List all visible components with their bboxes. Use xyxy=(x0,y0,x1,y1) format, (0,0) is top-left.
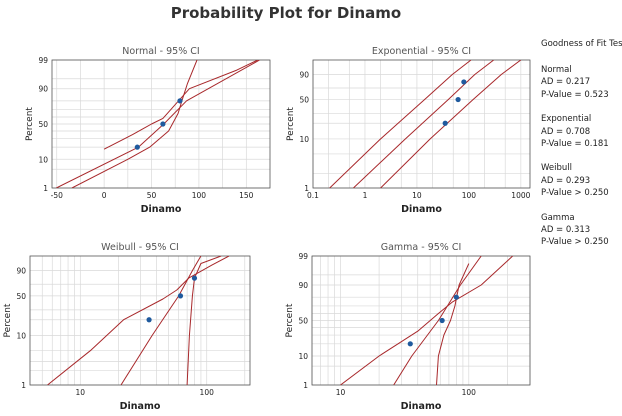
y-tick-label: 90 xyxy=(298,281,308,290)
gof-gamma: Gamma AD = 0.313 P-Value > 0.250 xyxy=(541,212,621,249)
plot-title: Exponential - 95% CI xyxy=(372,46,471,57)
gof-name: Weibull xyxy=(541,163,573,174)
plot-title: Normal - 95% CI xyxy=(122,46,199,57)
x-tick-label: 0 xyxy=(102,191,107,200)
plot-frame xyxy=(29,255,251,386)
y-tick-label: 10 xyxy=(16,332,26,341)
y-axis-label: Percent xyxy=(3,303,13,337)
y-tick-label: 10 xyxy=(38,155,48,164)
x-tick-label: 150 xyxy=(239,191,254,200)
ci-lower-bound-line xyxy=(103,60,258,150)
ci-lower-bound-line xyxy=(47,256,230,385)
ci-lower-bound-line xyxy=(340,256,514,385)
x-tick-label: 100 xyxy=(462,191,477,200)
y-tick-label: 90 xyxy=(299,70,309,79)
y-axis-label: Percent xyxy=(25,107,35,141)
x-tick-label: 10 xyxy=(76,388,86,397)
y-tick-label: 50 xyxy=(16,292,26,301)
probability-plot-4: 1 10 50 90 99 10 100 Gamma - 95% CI Dinamo Percen… xyxy=(285,242,531,412)
gof-name: Normal xyxy=(541,65,572,76)
gof-ad: AD = 0.313 xyxy=(541,224,591,235)
x-tick-label: -50 xyxy=(51,191,63,200)
gof-title: Goodness of Fit Test xyxy=(541,39,622,49)
gof-pvalue: P-Value = 0.523 xyxy=(541,89,609,100)
data-point xyxy=(177,98,183,104)
y-tick-label: 90 xyxy=(16,267,26,276)
gof-normal: Normal AD = 0.217 P-Value = 0.523 xyxy=(541,64,621,101)
fitted-distribution-line xyxy=(120,256,202,385)
x-tick-label: 1 xyxy=(363,191,368,200)
plot-frame xyxy=(312,59,531,189)
y-tick-label: 90 xyxy=(38,85,48,94)
plot-title: Gamma - 95% CI xyxy=(381,242,462,253)
gof-ad: AD = 0.293 xyxy=(541,175,591,186)
plot-title: Weibull - 95% CI xyxy=(101,242,179,253)
gof-name: Gamma xyxy=(541,212,575,223)
gof-pvalue: P-Value > 0.250 xyxy=(541,187,609,198)
gof-pvalue: P-Value = 0.181 xyxy=(541,138,609,149)
ci-upper-bound-line xyxy=(186,256,222,385)
x-tick-label: 100 xyxy=(462,388,477,397)
data-point xyxy=(461,79,467,85)
fitted-distribution-line xyxy=(353,60,495,188)
x-tick-label: 10 xyxy=(336,388,346,397)
x-axis-label: Dinamo xyxy=(120,401,161,412)
x-tick-label: 1000 xyxy=(511,191,530,200)
gof-ad: AD = 0.217 xyxy=(541,77,591,88)
probability-plot-1: 1 10 50 90 99 -50 0 50 100 150 Normal - 95% CI Dina… xyxy=(25,46,271,215)
gof-pvalue: P-Value > 0.250 xyxy=(541,236,609,247)
data-point xyxy=(134,144,140,150)
y-tick-label: 1 xyxy=(303,381,308,390)
data-point xyxy=(177,293,184,299)
data-point xyxy=(455,96,461,103)
x-tick-label: 50 xyxy=(147,191,157,200)
gof-name: Exponential xyxy=(541,114,592,125)
y-tick-label: 10 xyxy=(299,135,309,144)
data-point xyxy=(146,317,152,323)
y-axis-label: Percent xyxy=(285,303,295,337)
ci-upper-bound-line xyxy=(329,60,472,188)
y-tick-label: 50 xyxy=(299,96,309,105)
x-axis-label: Dinamo xyxy=(401,401,442,412)
data-point xyxy=(191,275,198,281)
y-tick-label: 99 xyxy=(298,252,308,261)
gof-exponential: Exponential AD = 0.708 P-Value = 0.181 xyxy=(541,113,621,150)
x-tick-label: 10 xyxy=(412,191,422,200)
ci-upper-bound-line xyxy=(71,60,198,188)
y-tick-label: 50 xyxy=(38,120,48,129)
page-title: Probability Plot for Dinamo xyxy=(170,4,402,22)
data-point xyxy=(453,294,459,300)
data-point xyxy=(407,341,413,347)
ci-lower-bound-line xyxy=(380,60,522,188)
y-tick-label: 50 xyxy=(298,317,308,326)
plot-frame xyxy=(51,59,271,189)
x-tick-label: 100 xyxy=(192,191,207,200)
x-tick-label: 0.1 xyxy=(307,191,319,200)
data-point xyxy=(442,120,448,126)
x-axis-label: Dinamo xyxy=(141,204,182,215)
x-axis-label: Dinamo xyxy=(401,204,442,215)
gof-ad: AD = 0.708 xyxy=(541,126,591,137)
data-point xyxy=(160,121,166,127)
y-tick-label: 10 xyxy=(298,352,308,361)
y-tick-label: 1 xyxy=(21,381,26,390)
goodness-of-fit-panel: Goodness of Fit Test Normal AD = 0.217 P… xyxy=(541,38,622,261)
ci-upper-bound-line xyxy=(436,263,470,385)
probability-plot-3: 1 10 50 90 10 100 Weibull - 95% CI Dinamo Percen… xyxy=(3,242,251,412)
plot-frame xyxy=(311,255,531,386)
y-tick-label: 1 xyxy=(304,184,309,193)
data-point xyxy=(439,317,445,324)
y-axis-label: Percent xyxy=(286,107,296,141)
gof-weibull: Weibull AD = 0.293 P-Value > 0.250 xyxy=(541,162,621,199)
y-tick-label: 1 xyxy=(43,184,48,193)
x-tick-label: 100 xyxy=(200,388,215,397)
y-tick-label: 99 xyxy=(38,56,48,65)
fitted-distribution-line xyxy=(393,256,482,385)
